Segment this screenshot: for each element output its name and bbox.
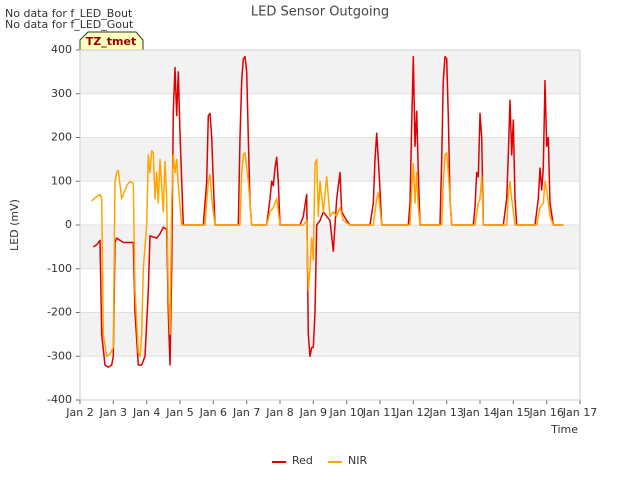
y-tick-label: -200 xyxy=(47,306,72,319)
no-data-note: No data for f_LED_Bout xyxy=(5,7,133,20)
legend-label: NIR xyxy=(348,454,367,467)
x-tick-label: Jan 6 xyxy=(199,406,227,419)
grid-band xyxy=(80,50,580,94)
x-axis-label: Time xyxy=(550,423,578,436)
series-line xyxy=(92,55,564,368)
x-tick-label: Jan 4 xyxy=(132,406,160,419)
y-tick-label: -100 xyxy=(47,262,72,275)
x-tick-label: Jan 13 xyxy=(428,406,463,419)
y-axis-label: LED (mV) xyxy=(8,199,21,251)
no-data-note: No data for f_LED_Gout xyxy=(5,18,134,31)
x-tick-label: Jan 3 xyxy=(99,406,127,419)
plot-area xyxy=(80,49,580,401)
x-tick-label: Jan 9 xyxy=(299,406,327,419)
y-tick-label: 400 xyxy=(51,43,72,56)
y-tick-label: 300 xyxy=(51,87,72,100)
series-line xyxy=(91,149,564,358)
x-tick-label: Jan 5 xyxy=(165,406,193,419)
x-tick-label: Jan 16 xyxy=(528,406,563,419)
x-tick-label: Jan 11 xyxy=(362,406,397,419)
chart-title: LED Sensor Outgoing xyxy=(251,5,389,20)
x-tick-label: Jan 7 xyxy=(232,406,260,419)
y-tick-label: -400 xyxy=(47,393,72,406)
x-tick-label: Jan 14 xyxy=(462,406,497,419)
x-tick-label: Jan 8 xyxy=(265,406,293,419)
y-tick-label: 0 xyxy=(65,218,72,231)
grid-band xyxy=(80,225,580,269)
y-tick-label: -300 xyxy=(47,349,72,362)
x-tick-label: Jan 15 xyxy=(495,406,530,419)
x-tick-label: Jan 17 xyxy=(562,406,597,419)
x-tick-label: Jan 12 xyxy=(395,406,430,419)
grid-band xyxy=(80,137,580,182)
legend-label: Red xyxy=(292,454,313,467)
x-tick-label: Jan 2 xyxy=(65,406,93,419)
y-tick-label: 100 xyxy=(51,174,72,187)
x-tick-label: Jan 10 xyxy=(328,406,363,419)
plot-frame xyxy=(79,49,581,401)
y-tick-label: 200 xyxy=(51,131,72,144)
grid-band xyxy=(80,312,580,357)
badge: TZ_tmet xyxy=(86,35,136,48)
